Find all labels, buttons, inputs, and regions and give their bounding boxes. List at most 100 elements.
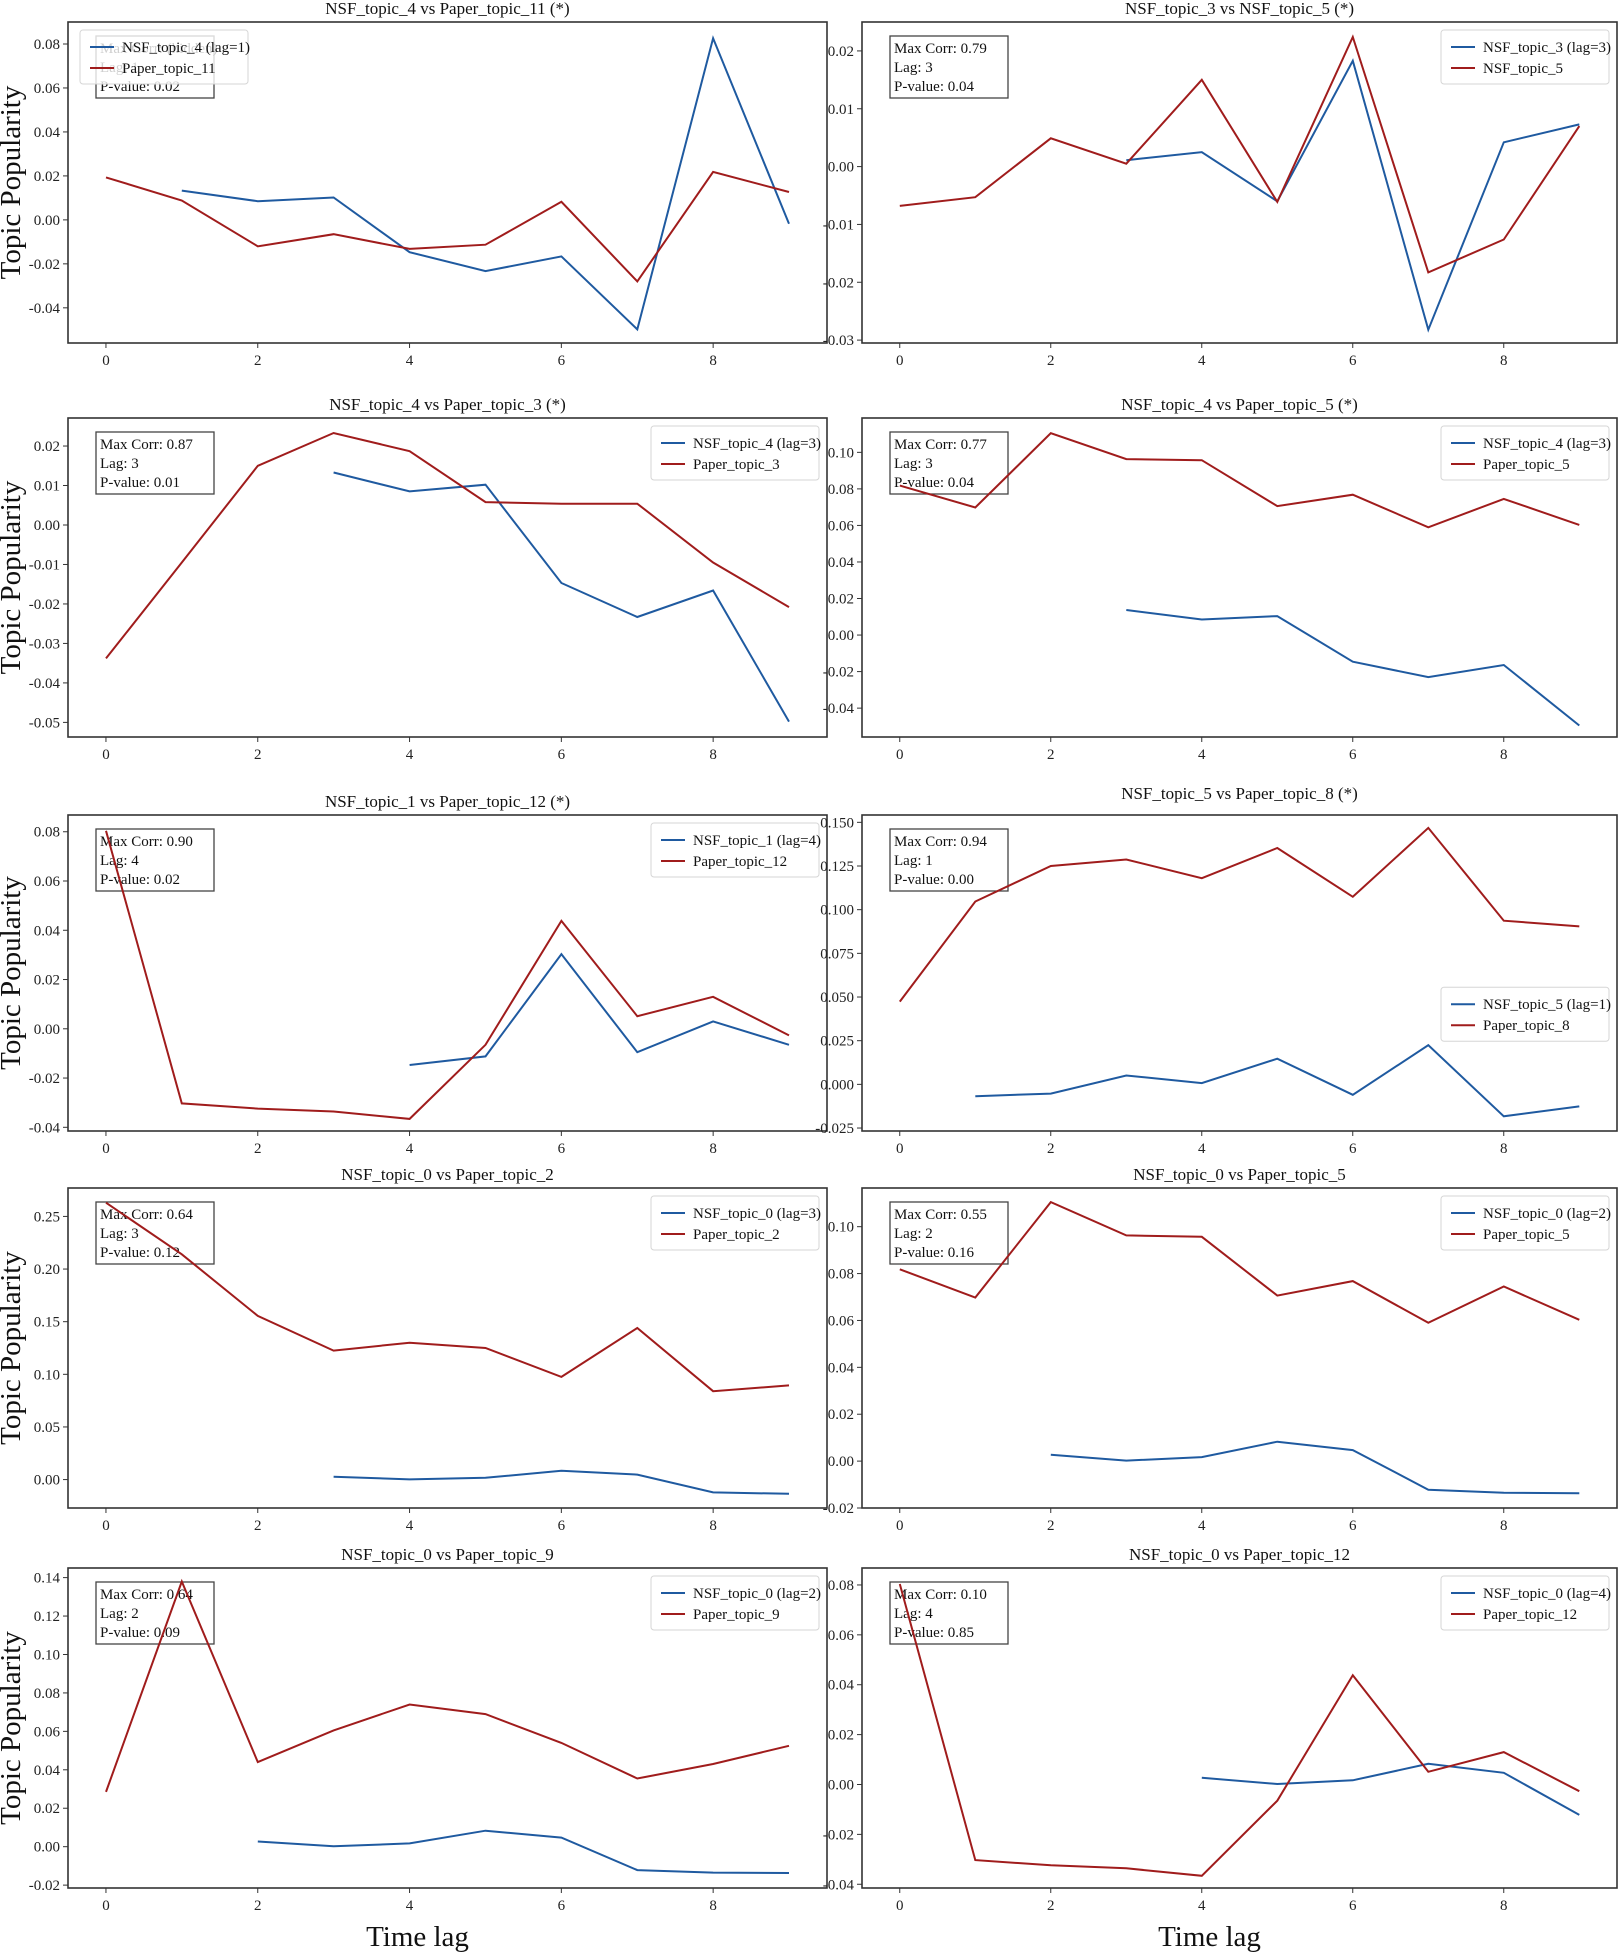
series-line-paper xyxy=(105,1578,790,1793)
annotation-line: Max Corr: 0.90 xyxy=(100,834,193,850)
y-tick-label: 0.02 xyxy=(34,169,60,185)
subplot-grid: NSF_topic_4 vs Paper_topic_11 (*) 0 2 4 6 8 -0… xyxy=(29,0,1618,1914)
x-tick-label: 2 xyxy=(254,1141,262,1157)
x-tick-label: 8 xyxy=(709,747,717,763)
y-tick-label: -0.03 xyxy=(823,333,854,349)
x-tick-label: 4 xyxy=(406,353,414,369)
subplot-3: NSF_topic_4 vs Paper_topic_3 (*) 0 2 4 6 8 -0.… xyxy=(29,395,828,763)
series-line-paper xyxy=(899,432,1580,529)
legend: NSF_topic_4 (lag=3) Paper_topic_5 xyxy=(1440,425,1611,481)
stats-annotation: Max Corr: 0.64 Lag: 2 P-value: 0.09 xyxy=(95,1581,215,1645)
y-tick-label: -0.02 xyxy=(29,257,60,273)
annotation-box xyxy=(889,1581,1009,1645)
legend-label: NSF_topic_5 xyxy=(1483,61,1563,77)
y-tick-label: 0.10 xyxy=(34,1367,60,1383)
y-tick-label: 0.00 xyxy=(34,1840,60,1856)
y-tick-label: -0.04 xyxy=(823,701,855,717)
annotation-line: P-value: 0.02 xyxy=(100,872,180,888)
y-tick-label: 0.02 xyxy=(828,44,854,60)
x-tick-label: 0 xyxy=(102,1898,110,1914)
series-line-nsf xyxy=(181,35,790,332)
y-tick-label: -0.04 xyxy=(823,1877,855,1893)
y-tick-label: 0.02 xyxy=(34,973,60,989)
y-tick-label: 0.14 xyxy=(34,1571,61,1587)
legend: NSF_topic_0 (lag=2) Paper_topic_5 xyxy=(1440,1195,1611,1251)
y-tick-label: 0.10 xyxy=(828,445,854,461)
series-line-nsf xyxy=(1126,609,1580,727)
annotation-line: Max Corr: 0.87 xyxy=(100,437,193,453)
y-tick-label: 0.08 xyxy=(828,1578,854,1594)
legend-label: NSF_topic_5 (lag=1) xyxy=(1483,997,1611,1013)
legend-label: NSF_topic_4 (lag=3) xyxy=(1483,436,1611,452)
series-line-paper xyxy=(898,1583,1580,1877)
subplot-6: NSF_topic_5 vs Paper_topic_8 (*) 0 2 4 6 8 -0.… xyxy=(815,784,1618,1157)
x-tick-label: 4 xyxy=(406,1141,414,1157)
axes-frame xyxy=(861,21,1618,344)
x-tick-label: 2 xyxy=(1047,1898,1055,1914)
x-tick-label: 6 xyxy=(1349,353,1357,369)
y-tick-label: 0.06 xyxy=(828,518,855,534)
legend: NSF_topic_4 (lag=1) Paper_topic_11 xyxy=(79,29,250,85)
y-tick-label: 0.00 xyxy=(828,160,854,176)
x-tick-label: 0 xyxy=(896,1518,904,1534)
annotation-line: Max Corr: 0.10 xyxy=(894,1587,987,1603)
subplot-7: NSF_topic_0 vs Paper_topic_2 0 2 4 6 8 0.00 0.0… xyxy=(34,1165,828,1534)
y-tick-label: 0.125 xyxy=(820,859,854,875)
legend-label: Paper_topic_5 xyxy=(1483,1227,1570,1243)
annotation-box xyxy=(95,1201,215,1265)
y-tick-label: 0.01 xyxy=(34,479,60,495)
legend-box xyxy=(1440,1195,1610,1251)
x-tick-label: 4 xyxy=(1198,353,1206,369)
y-axis-label: Topic Popularity xyxy=(0,876,27,1070)
axes-frame xyxy=(861,1187,1618,1509)
stats-annotation: Max Corr: 0.79 Lag: 3 P-value: 0.04 xyxy=(889,35,1009,99)
y-tick-label: 0.06 xyxy=(34,1724,61,1740)
annotation-box xyxy=(889,828,1009,892)
y-tick-label: 0.08 xyxy=(34,825,60,841)
annotation-line: P-value: 0.00 xyxy=(894,872,974,888)
x-tick-label: 8 xyxy=(709,353,717,369)
y-tick-label: -0.05 xyxy=(29,715,60,731)
legend-label: Paper_topic_11 xyxy=(122,61,216,77)
y-tick-label: 0.08 xyxy=(828,482,854,498)
y-tick-label: 0.075 xyxy=(820,946,854,962)
annotation-line: Lag: 2 xyxy=(894,1226,933,1242)
y-tick-label: -0.04 xyxy=(29,1120,61,1136)
y-tick-label: 0.08 xyxy=(828,1267,854,1283)
y-tick-label: 0.025 xyxy=(820,1034,854,1050)
legend-label: Paper_topic_12 xyxy=(1483,1607,1577,1623)
subplot-title: NSF_topic_5 vs Paper_topic_8 (*) xyxy=(1121,784,1358,803)
x-tick-label: 0 xyxy=(896,747,904,763)
series-line-paper xyxy=(899,826,1580,1003)
series-line-nsf xyxy=(1201,1762,1580,1816)
annotation-line: Lag: 2 xyxy=(100,1606,139,1622)
y-tick-label: -0.02 xyxy=(823,1827,854,1843)
y-tick-label: 0.00 xyxy=(34,1473,60,1489)
y-tick-label: -0.01 xyxy=(29,557,60,573)
x-tick-label: 0 xyxy=(896,353,904,369)
y-tick-label: -0.02 xyxy=(823,1501,854,1517)
legend-label: Paper_topic_8 xyxy=(1483,1018,1570,1034)
annotation-box xyxy=(95,431,215,495)
legend: NSF_topic_4 (lag=3) Paper_topic_3 xyxy=(650,425,821,481)
annotation-line: Lag: 3 xyxy=(894,456,933,472)
stats-annotation: Max Corr: 0.77 Lag: 3 P-value: 0.04 xyxy=(889,431,1009,495)
legend-box xyxy=(650,1195,820,1251)
x-tick-label: 2 xyxy=(254,1898,262,1914)
x-axis-labels: Time lag Time lag xyxy=(366,1921,1261,1953)
series-line-paper xyxy=(105,170,790,283)
x-tick-label: 4 xyxy=(1198,1518,1206,1534)
stats-annotation: Max Corr: 0.94 Lag: 1 P-value: 0.00 xyxy=(889,828,1009,892)
y-tick-label: -0.04 xyxy=(29,676,61,692)
annotation-line: Max Corr: 0.77 xyxy=(894,437,987,453)
axes-frame xyxy=(67,814,828,1132)
x-tick-label: 8 xyxy=(709,1518,717,1534)
y-tick-label: 0.04 xyxy=(828,555,855,571)
annotation-line: Max Corr: 0.64 xyxy=(100,1207,193,1223)
x-tick-label: 2 xyxy=(254,1518,262,1534)
x-tick-label: 4 xyxy=(406,1898,414,1914)
y-tick-label: 0.00 xyxy=(34,213,60,229)
x-tick-label: 0 xyxy=(102,1518,110,1534)
legend-label: NSF_topic_4 (lag=3) xyxy=(693,436,821,452)
